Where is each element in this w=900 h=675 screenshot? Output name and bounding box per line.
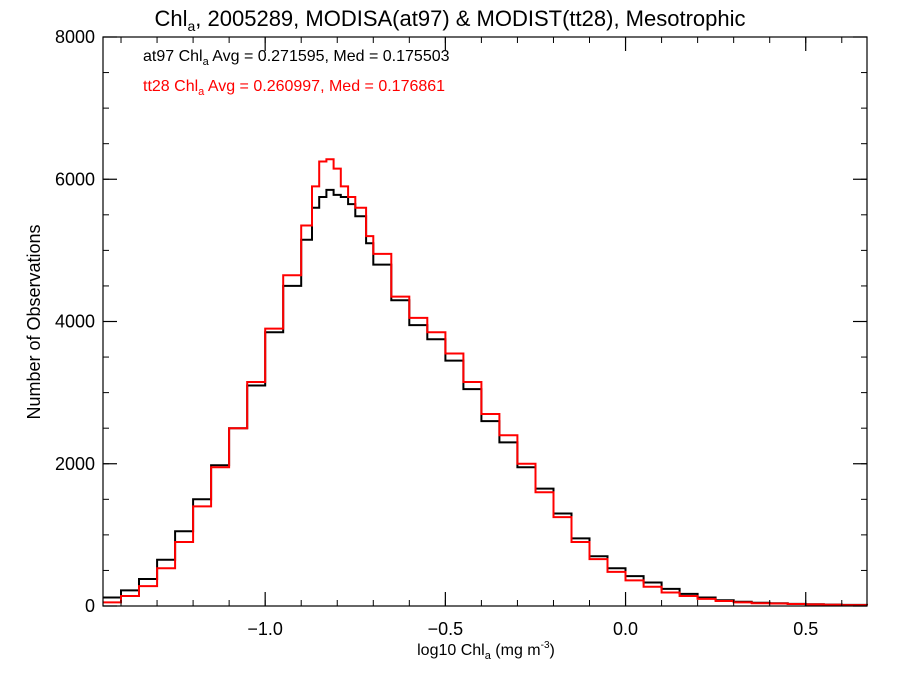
annotation-tt28: tt28 Chla Avg = 0.260997, Med = 0.176861 (143, 78, 445, 98)
y-axis-label: Number of Observations (24, 224, 44, 419)
x-tick-label: −1.0 (247, 619, 283, 639)
y-axis-ticks: 0 2000 4000 6000 8000 (55, 27, 867, 616)
xlabel-superscript: -3 (541, 640, 550, 651)
x-tick-label: 0.0 (613, 619, 638, 639)
chart-title: Chla, 2005289, MODISA(at97) & MODIST(tt2… (154, 6, 745, 34)
x-tick-label: 0.5 (793, 619, 818, 639)
x-axis-label: log10 Chla (mg m-3) (417, 640, 555, 662)
xlabel-unit: (mg m (491, 642, 541, 659)
xlabel-prefix: log10 Chl (417, 642, 485, 659)
annotation-stats: Avg = 0.260997, Med = 0.176861 (204, 78, 445, 95)
annotation-prefix: tt28 Chl (143, 78, 198, 95)
x-axis-label-text: log10 Chla (mg m-3) (417, 640, 555, 662)
title-main: Chl (154, 6, 187, 31)
annotation-stats: Avg = 0.271595, Med = 0.175503 (209, 48, 450, 65)
xlabel-subscript: a (485, 650, 492, 662)
y-tick-label: 8000 (55, 27, 95, 47)
chart-title-text: Chla, 2005289, MODISA(at97) & MODIST(tt2… (154, 6, 745, 34)
xlabel-close: ) (550, 642, 555, 659)
title-subscript: a (188, 18, 196, 34)
plot-area-frame (102, 36, 868, 607)
y-tick-label: 4000 (55, 312, 95, 332)
series-lines (103, 158, 868, 607)
y-tick-label: 6000 (55, 169, 95, 189)
y-axis-label-text: Number of Observations (24, 224, 44, 419)
annotation-prefix: at97 Chl (143, 48, 203, 65)
y-tick-label: 2000 (55, 454, 95, 474)
x-axis-ticks: −1.0 −0.5 0.0 0.5 (120, 37, 843, 639)
series-line-at97 (103, 188, 868, 606)
x-tick-label: −0.5 (428, 619, 464, 639)
y-tick-label: 0 (85, 596, 95, 616)
title-rest: , 2005289, MODISA(at97) & MODIST(tt28), … (195, 6, 745, 31)
annotation-at97: at97 Chla Avg = 0.271595, Med = 0.175503 (143, 48, 450, 68)
annotation-subscript: a (203, 56, 210, 68)
annotations: at97 Chla Avg = 0.271595, Med = 0.175503… (143, 48, 450, 98)
annotation-subscript: a (198, 86, 205, 98)
series-line-tt28 (103, 158, 868, 607)
plot-frame (102, 36, 868, 607)
